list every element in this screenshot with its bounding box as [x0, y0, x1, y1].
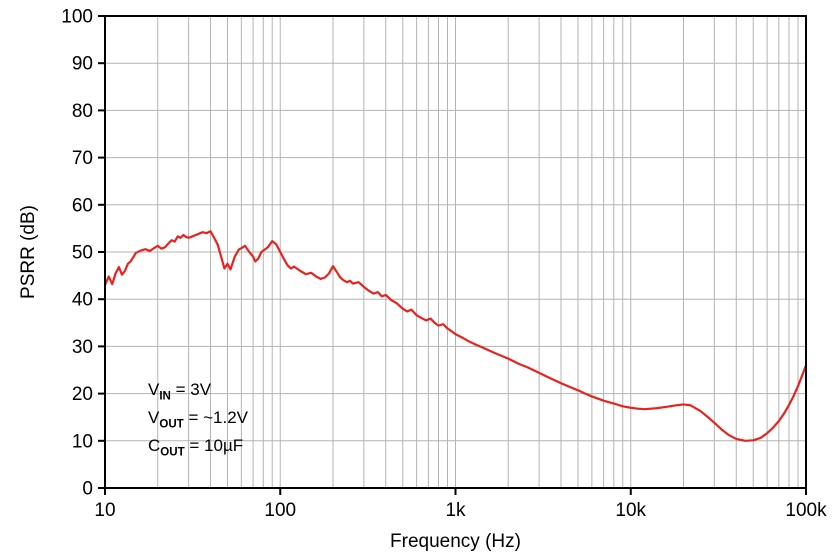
- y-tick-label: 90: [72, 54, 93, 75]
- y-tick-label: 20: [72, 384, 93, 405]
- psrr-curve: [103, 230, 808, 442]
- plot-border: [104, 15, 807, 489]
- y-axis-title: PSRR (dB): [18, 205, 39, 299]
- annotation-subscript: OUT: [160, 446, 185, 459]
- y-tick-label: 80: [72, 101, 93, 122]
- x-tick-label: 100k: [785, 500, 827, 521]
- x-tick-label: 100: [264, 500, 296, 521]
- annotation-symbol: V: [148, 408, 160, 427]
- x-tick-label: 10k: [615, 500, 646, 521]
- annotation-symbol: V: [148, 380, 160, 399]
- annotation-value: = 10µF: [184, 436, 244, 455]
- x-tick-label: 1k: [445, 500, 466, 521]
- annotation-subscript: OUT: [159, 418, 184, 431]
- annotation-subscript: IN: [159, 390, 171, 403]
- y-tick-label: 60: [72, 195, 93, 216]
- x-axis-title: Frequency (Hz): [390, 531, 521, 552]
- y-tick-label: 100: [61, 7, 93, 28]
- annotation-line-vin: VIN = 3V: [148, 376, 248, 404]
- conditions-annotation: VIN = 3V VOUT = ~1.2V COUT = 10µF: [148, 376, 248, 460]
- annotation-symbol: C: [148, 436, 161, 455]
- annotation-line-cout: COUT = 10µF: [148, 432, 248, 460]
- x-tick-label: 10: [94, 500, 115, 521]
- y-tick-label: 40: [72, 290, 93, 311]
- annotation-value: = ~1.2V: [183, 408, 248, 427]
- y-tick-label: 30: [72, 337, 93, 358]
- y-tick-label: 50: [72, 243, 93, 264]
- annotation-value: = 3V: [170, 380, 212, 399]
- annotation-line-vout: VOUT = ~1.2V: [148, 404, 248, 432]
- y-tick-label: 10: [72, 431, 93, 452]
- y-tick-label: 70: [72, 148, 93, 169]
- y-tick-label: 0: [82, 479, 93, 500]
